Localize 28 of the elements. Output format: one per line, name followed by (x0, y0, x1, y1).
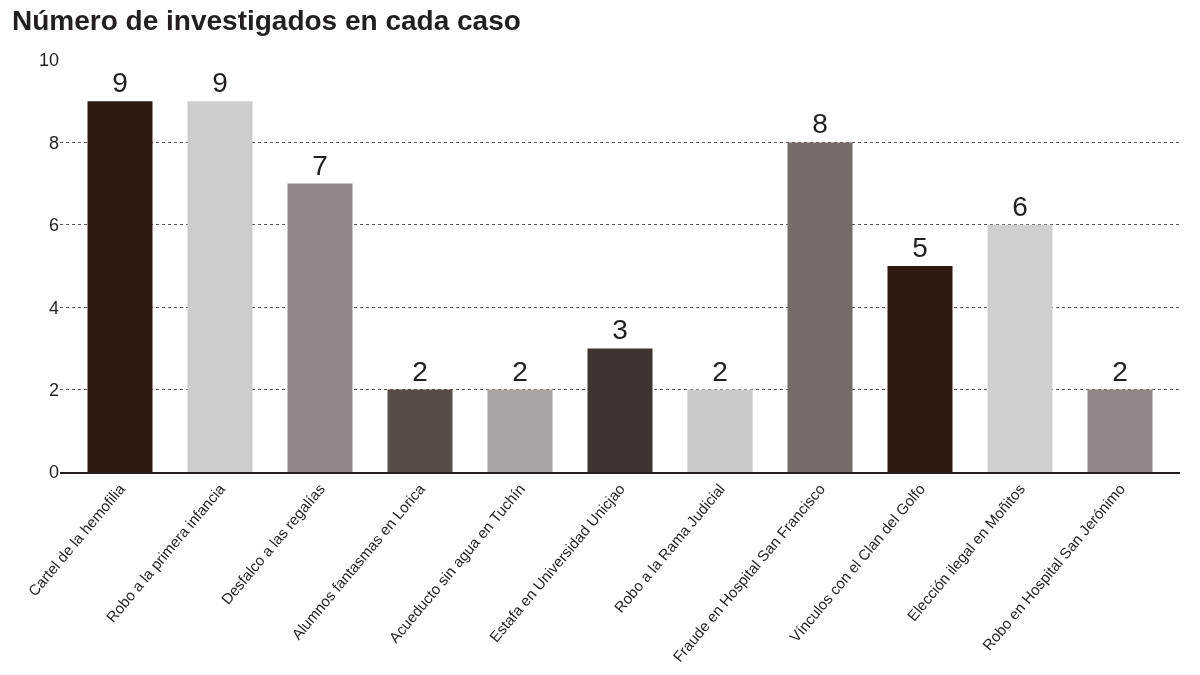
y-tick-label: 2 (48, 379, 59, 400)
bar (87, 101, 153, 472)
data-label: 7 (312, 149, 328, 181)
bar (887, 266, 953, 472)
y-tick-label: 10 (38, 50, 59, 71)
data-label: 3 (612, 314, 628, 346)
data-label: 2 (412, 355, 428, 387)
bar (687, 389, 753, 472)
y-tick-label: 0 (48, 462, 59, 483)
chart-title: Número de investigados en cada caso (12, 4, 521, 36)
data-label: 9 (212, 67, 228, 99)
bar (587, 348, 653, 472)
y-tick-label: 4 (48, 297, 59, 318)
y-tick-label: 8 (48, 132, 59, 153)
bar (787, 142, 853, 472)
data-label: 2 (512, 355, 528, 387)
bar (1087, 389, 1153, 472)
data-label: 8 (812, 108, 828, 140)
bar (987, 224, 1053, 472)
y-tick-label: 6 (48, 215, 59, 236)
data-label: 6 (1012, 190, 1028, 222)
data-label: 9 (112, 67, 128, 99)
bar (487, 389, 553, 472)
bar (287, 183, 353, 472)
data-label: 5 (912, 232, 928, 263)
data-label: 2 (712, 355, 728, 387)
bar (187, 101, 253, 472)
data-label: 2 (1112, 355, 1128, 387)
